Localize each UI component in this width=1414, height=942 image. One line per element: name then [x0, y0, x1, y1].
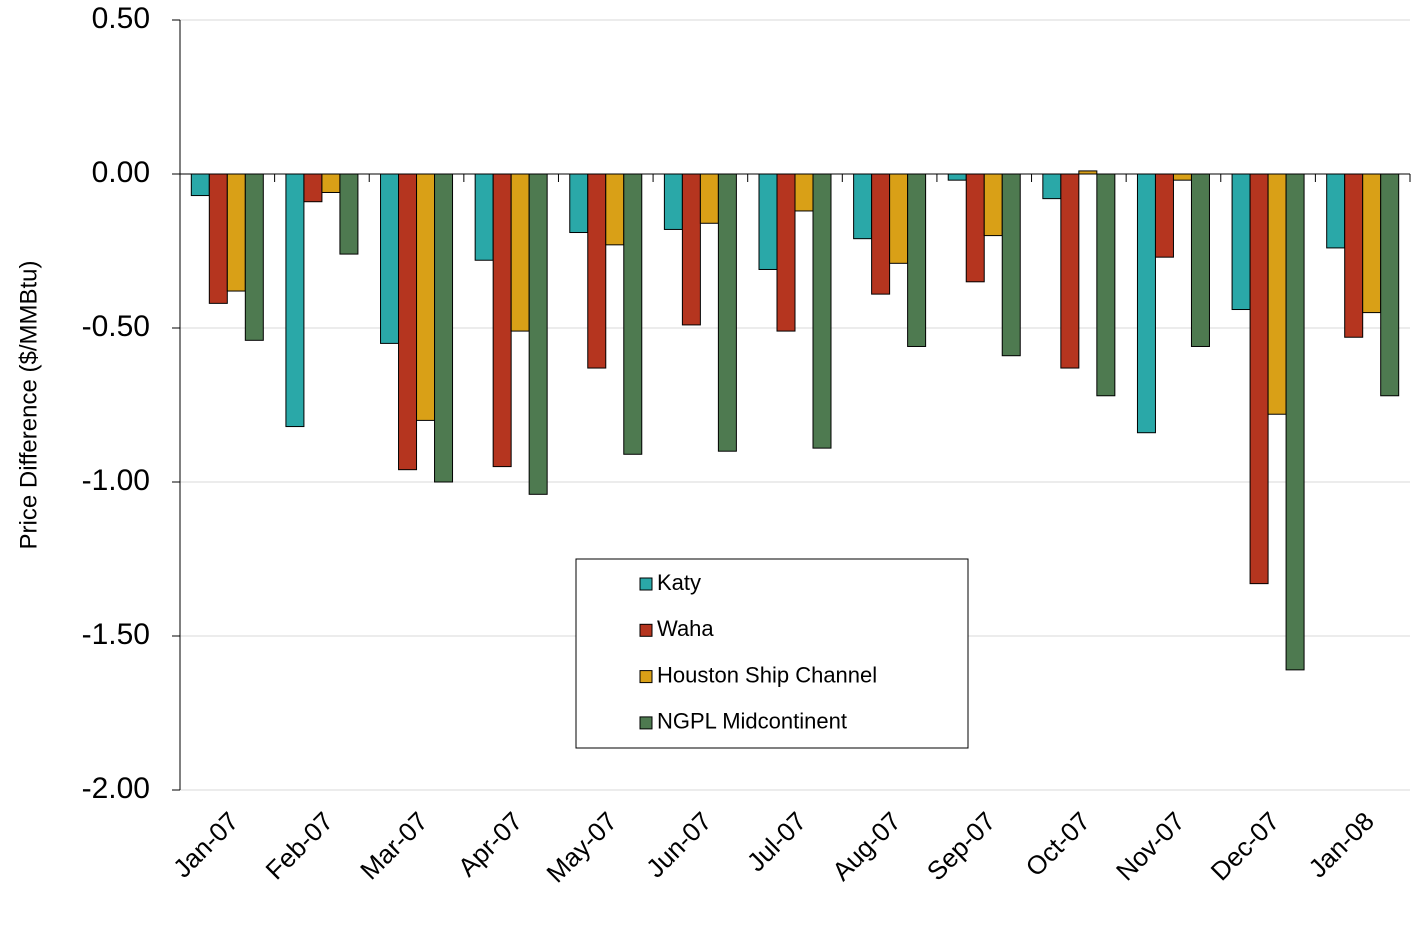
bar — [717, 173, 737, 452]
legend-label: Waha — [657, 616, 714, 641]
bar — [244, 173, 264, 341]
bar — [812, 173, 832, 449]
x-tick-label: Jul-07 — [741, 806, 812, 877]
bar — [871, 173, 891, 295]
bar — [1096, 173, 1116, 397]
x-tick-label: Feb-07 — [260, 806, 339, 885]
bar — [398, 173, 418, 471]
y-tick-label: -0.50 — [82, 310, 150, 343]
bar — [1380, 173, 1400, 397]
bar — [947, 173, 967, 181]
bar — [226, 173, 246, 292]
legend-label: Houston Ship Channel — [657, 662, 877, 687]
bar — [434, 173, 454, 483]
bar — [321, 173, 341, 193]
bar — [699, 173, 719, 224]
y-tick-label: 0.50 — [92, 2, 150, 35]
bar — [208, 173, 228, 304]
y-tick-label: -1.00 — [82, 464, 150, 497]
bar — [380, 173, 400, 344]
y-tick-label: -1.50 — [82, 618, 150, 651]
y-axis-title: Price Difference ($/MMBtu) — [15, 261, 42, 550]
legend: Katy Waha Houston Ship Channel NGPL Midcont… — [575, 558, 969, 749]
bar — [794, 173, 814, 212]
bar — [1190, 173, 1210, 347]
x-tick-label: Jan-07 — [167, 806, 244, 883]
bar — [663, 173, 683, 230]
x-tick-label: Jan-08 — [1302, 806, 1379, 883]
bar — [605, 173, 625, 246]
bar — [965, 173, 985, 283]
y-tick-label: 0.00 — [92, 156, 150, 189]
bar — [623, 173, 643, 455]
bar — [758, 173, 778, 270]
bar — [1326, 173, 1346, 249]
bar — [1249, 173, 1269, 585]
bar — [681, 173, 701, 326]
bar — [1042, 173, 1062, 200]
bar — [474, 173, 494, 261]
bar — [853, 173, 873, 240]
x-tick-label: Nov-07 — [1110, 806, 1190, 886]
x-tick-label: Apr-07 — [452, 806, 528, 882]
legend-label: NGPL Midcontinent — [657, 709, 847, 734]
bar — [1001, 173, 1021, 357]
bar — [587, 173, 607, 369]
x-tick-label: Jun-07 — [640, 806, 717, 883]
legend-swatch — [639, 716, 653, 730]
bar — [776, 173, 796, 332]
bar — [1231, 173, 1251, 311]
legend-swatch — [639, 623, 653, 637]
bar — [285, 173, 305, 428]
x-tick-label: Mar-07 — [354, 806, 433, 885]
legend-label: Katy — [657, 570, 701, 595]
bar — [983, 173, 1003, 237]
bar — [1344, 173, 1364, 338]
bar — [1362, 173, 1382, 314]
bar — [1285, 173, 1305, 671]
bar — [1267, 173, 1287, 415]
legend-swatch — [639, 577, 653, 591]
bar — [889, 173, 909, 264]
x-tick-label: May-07 — [540, 806, 623, 889]
bar — [907, 173, 927, 347]
bar — [416, 173, 436, 421]
bar — [569, 173, 589, 234]
bar — [492, 173, 512, 468]
x-tick-label: Dec-07 — [1205, 806, 1285, 886]
y-tick-label: -2.00 — [82, 772, 150, 805]
x-tick-label: Aug-07 — [826, 806, 906, 886]
bar — [1136, 173, 1156, 434]
bar — [1154, 173, 1174, 258]
bar — [303, 173, 323, 203]
bar — [1172, 173, 1192, 181]
bar — [339, 173, 359, 255]
legend-swatch — [639, 670, 653, 684]
bar — [510, 173, 530, 332]
bar — [1060, 173, 1080, 369]
x-tick-label: Sep-07 — [921, 806, 1001, 886]
bar — [528, 173, 548, 495]
bar — [190, 173, 210, 197]
x-tick-label: Oct-07 — [1020, 806, 1096, 882]
